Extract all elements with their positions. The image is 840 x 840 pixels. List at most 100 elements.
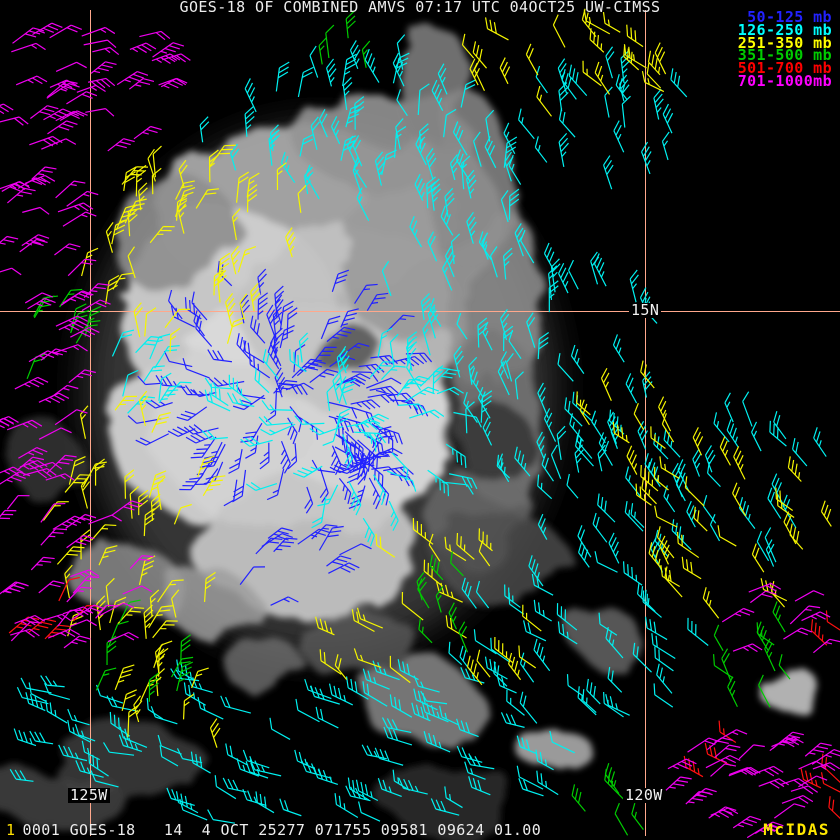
wind-barb xyxy=(362,517,375,547)
wind-barb xyxy=(357,439,378,469)
wind-barb xyxy=(81,247,99,277)
wind-barb xyxy=(413,688,438,711)
wind-barb xyxy=(267,527,293,539)
wind-barb xyxy=(239,294,251,324)
wind-barb xyxy=(518,778,544,797)
wind-barb xyxy=(609,409,625,435)
wind-barb xyxy=(754,765,784,777)
wind-barb xyxy=(534,136,548,163)
wind-barb xyxy=(62,606,94,617)
wind-barb xyxy=(681,556,702,580)
wind-barb xyxy=(179,473,204,491)
wind-barb xyxy=(262,349,279,380)
barb-cluster-green-right-mid xyxy=(712,601,791,708)
wind-barb xyxy=(68,369,96,384)
wind-barb xyxy=(707,461,721,488)
wind-barb xyxy=(201,429,228,440)
wind-barb xyxy=(493,661,508,687)
wind-barb xyxy=(543,408,557,442)
wind-barb xyxy=(317,484,339,507)
wind-barb xyxy=(607,666,623,693)
wind-barb xyxy=(435,586,444,613)
wind-barb xyxy=(171,589,180,618)
wind-barb xyxy=(738,744,765,760)
wind-barb xyxy=(164,308,191,329)
wind-barb xyxy=(558,82,569,112)
wind-barb xyxy=(287,417,298,445)
wind-barb xyxy=(749,590,777,604)
wind-barb xyxy=(150,706,178,725)
wind-barb xyxy=(550,258,561,293)
wind-barb xyxy=(476,649,491,678)
wind-barb xyxy=(637,421,648,450)
wind-barb xyxy=(520,229,535,264)
wind-barb xyxy=(119,599,141,623)
wind-barb xyxy=(828,796,840,824)
wind-barb xyxy=(396,89,408,117)
wind-barb xyxy=(328,683,354,706)
wind-barb xyxy=(103,742,135,756)
cloud-blob xyxy=(105,345,305,515)
wind-barb xyxy=(592,512,608,543)
cloud-blob xyxy=(0,772,126,828)
wind-barb xyxy=(180,384,210,396)
legend-entry-red: 501-700 mb xyxy=(737,59,832,78)
wind-barb xyxy=(605,627,624,659)
barb-cluster-cyan-east-band xyxy=(381,151,561,446)
wind-barb xyxy=(124,469,135,499)
wind-barb xyxy=(40,675,65,688)
wind-barb xyxy=(76,84,106,93)
wind-barb xyxy=(38,427,72,440)
wind-barb xyxy=(706,737,733,751)
wind-barb xyxy=(167,426,196,437)
wind-barb xyxy=(90,524,117,541)
wind-barb xyxy=(503,136,518,168)
wind-barb xyxy=(624,501,644,532)
wind-barb xyxy=(582,60,602,87)
wind-barb xyxy=(613,120,625,153)
wind-barb xyxy=(151,412,171,433)
wind-barb xyxy=(339,543,372,556)
wind-barb xyxy=(106,695,139,712)
wind-barb xyxy=(790,785,819,795)
wind-barb xyxy=(176,661,194,692)
wind-barb xyxy=(57,202,94,213)
wind-barb xyxy=(393,125,407,158)
wind-barb xyxy=(330,116,341,145)
wind-barb xyxy=(114,395,138,411)
wind-barb xyxy=(58,576,80,602)
wind-barb xyxy=(249,759,282,777)
wind-barb xyxy=(160,77,188,89)
wind-barb xyxy=(650,426,666,450)
wind-barb xyxy=(169,327,181,353)
wind-barb xyxy=(650,537,664,573)
wind-barb xyxy=(431,79,444,111)
wind-barb xyxy=(138,390,149,426)
wind-barb xyxy=(121,166,149,185)
barb-cluster-magenta-bottom-right xyxy=(665,729,840,839)
wind-barb xyxy=(209,718,221,748)
wind-barb xyxy=(349,40,361,70)
wind-barb xyxy=(576,391,591,416)
wind-barb xyxy=(226,392,255,407)
wind-barb xyxy=(38,392,70,404)
wind-barb xyxy=(82,461,107,488)
wind-barb xyxy=(328,562,360,574)
wind-barb xyxy=(556,603,578,631)
wind-barb xyxy=(352,135,363,167)
cloud-blob xyxy=(443,512,567,612)
wind-barb xyxy=(368,477,381,510)
wind-barb xyxy=(612,421,630,444)
wind-barb xyxy=(342,77,353,111)
wind-barb xyxy=(594,61,611,95)
wind-barb xyxy=(535,65,548,94)
wind-barb xyxy=(354,431,387,444)
barb-cluster-yellow-bottom-left xyxy=(114,647,221,748)
cloud-blob xyxy=(578,614,646,670)
wind-barb xyxy=(220,695,251,714)
wind-barb xyxy=(557,353,574,382)
wind-barb xyxy=(633,402,645,431)
wind-barb xyxy=(153,640,173,669)
wind-barb xyxy=(442,108,457,138)
